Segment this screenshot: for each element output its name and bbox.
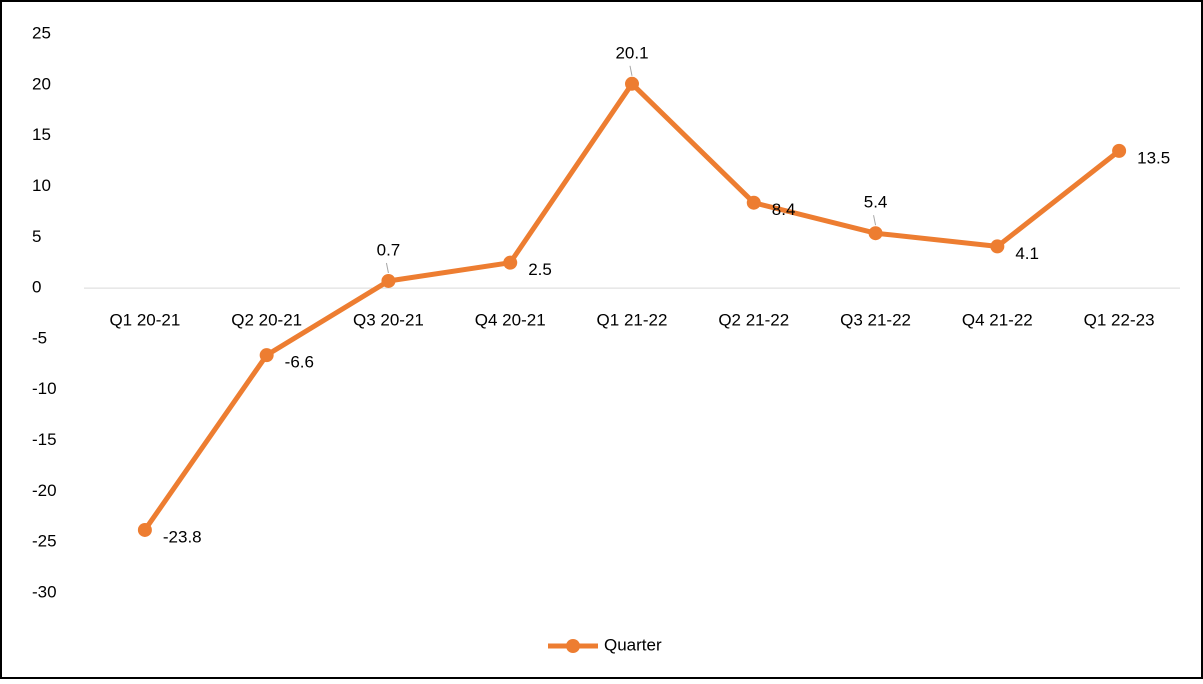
y-tick-label: -10 <box>32 379 57 398</box>
y-tick-label: -25 <box>32 532 57 551</box>
data-label: 0.7 <box>377 240 401 259</box>
data-label: -23.8 <box>163 527 202 546</box>
x-tick-label: Q1 21-22 <box>597 311 668 330</box>
y-tick-label: 10 <box>32 176 51 195</box>
x-tick-label: Q3 20-21 <box>353 311 424 330</box>
data-label: -6.6 <box>285 353 314 372</box>
data-point <box>746 195 761 210</box>
data-label: 2.5 <box>528 260 552 279</box>
data-point <box>503 255 518 270</box>
data-label: 20.1 <box>615 43 648 62</box>
y-tick-label: 0 <box>32 278 41 297</box>
x-tick-label: Q2 20-21 <box>231 311 302 330</box>
data-point <box>1112 143 1127 158</box>
leader-line <box>629 65 633 76</box>
y-tick-label: 25 <box>32 23 51 42</box>
x-tick-label: Q3 21-22 <box>840 311 911 330</box>
data-point <box>990 239 1005 254</box>
data-label: 13.5 <box>1137 148 1170 167</box>
y-tick-label: 5 <box>32 227 41 246</box>
x-tick-label: Q1 22-23 <box>1084 311 1155 330</box>
data-label: 8.4 <box>772 200 796 219</box>
data-point <box>381 273 396 288</box>
y-tick-label: -5 <box>32 328 47 347</box>
x-tick-label: Q4 20-21 <box>475 311 546 330</box>
y-tick-label: -20 <box>32 481 57 500</box>
data-point <box>137 522 152 537</box>
y-tick-label: -15 <box>32 430 57 449</box>
y-tick-label: 15 <box>32 125 51 144</box>
legend-marker <box>566 639 580 653</box>
leader-line <box>385 262 389 274</box>
y-tick-label: -30 <box>32 582 57 601</box>
data-label: 5.4 <box>864 193 888 212</box>
x-tick-label: Q1 20-21 <box>109 311 180 330</box>
y-tick-label: 20 <box>32 74 51 93</box>
leader-line <box>873 215 877 226</box>
data-point <box>259 348 274 363</box>
x-tick-label: Q2 21-22 <box>718 311 789 330</box>
x-tick-label: Q4 21-22 <box>962 311 1033 330</box>
data-label: 4.1 <box>1015 244 1039 263</box>
legend-label: Quarter <box>604 635 662 654</box>
data-point <box>625 76 639 91</box>
data-point <box>868 226 883 241</box>
